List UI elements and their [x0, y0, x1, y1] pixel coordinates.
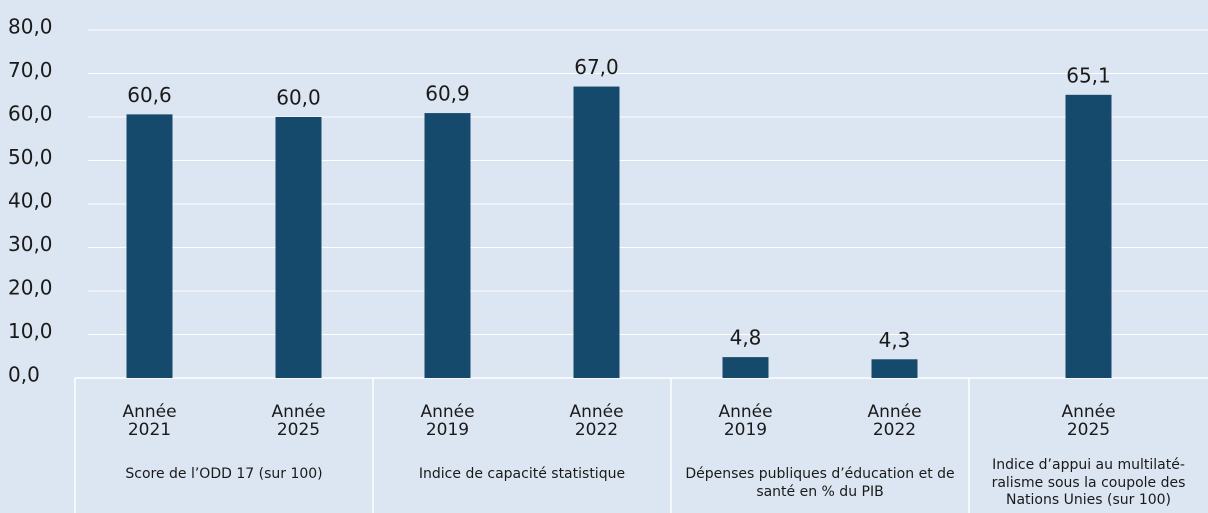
- group-label: Indice de capacité statistique: [418, 466, 626, 482]
- y-tick-label: 30,0: [8, 232, 53, 256]
- x-tick-label: Année 2022: [867, 402, 922, 440]
- value-label: 4,3: [879, 328, 911, 352]
- x-tick-label: Année 2019: [718, 402, 773, 440]
- value-label: 4,8: [730, 326, 762, 350]
- bar: [1065, 94, 1112, 378]
- y-tick-label: 20,0: [8, 276, 53, 300]
- bar: [424, 113, 471, 379]
- bar: [573, 86, 620, 379]
- x-tick-label: Année 2021: [122, 402, 177, 440]
- x-tick-label: Année 2025: [271, 402, 326, 440]
- y-tick-label: 40,0: [8, 189, 53, 213]
- bar: [275, 117, 322, 378]
- y-tick-label: 60,0: [8, 102, 53, 126]
- value-label: 65,1: [1066, 63, 1111, 87]
- value-label: 60,9: [425, 82, 470, 106]
- y-tick-label: 70,0: [8, 58, 53, 82]
- group-label: Indice d’appui au multilaté­ralisme sous…: [991, 457, 1186, 508]
- bar: [871, 359, 918, 378]
- group-label: Score de l’ODD 17 (sur 100): [125, 466, 323, 482]
- bar: [126, 114, 173, 378]
- x-tick-label: Année 2022: [569, 402, 624, 440]
- value-label: 60,0: [276, 86, 321, 110]
- y-tick-label: 10,0: [8, 319, 53, 343]
- bar: [722, 357, 769, 378]
- y-tick-label: 50,0: [8, 145, 53, 169]
- x-tick-label: Année 2025: [1061, 402, 1116, 440]
- value-label: 60,6: [127, 83, 172, 107]
- y-tick-label: 0,0: [8, 363, 40, 387]
- x-tick-label: Année 2019: [420, 402, 475, 440]
- group-label: Dépenses publiques d’éducation et de san…: [685, 466, 955, 500]
- value-label: 67,0: [574, 55, 619, 79]
- y-tick-label: 80,0: [8, 15, 53, 39]
